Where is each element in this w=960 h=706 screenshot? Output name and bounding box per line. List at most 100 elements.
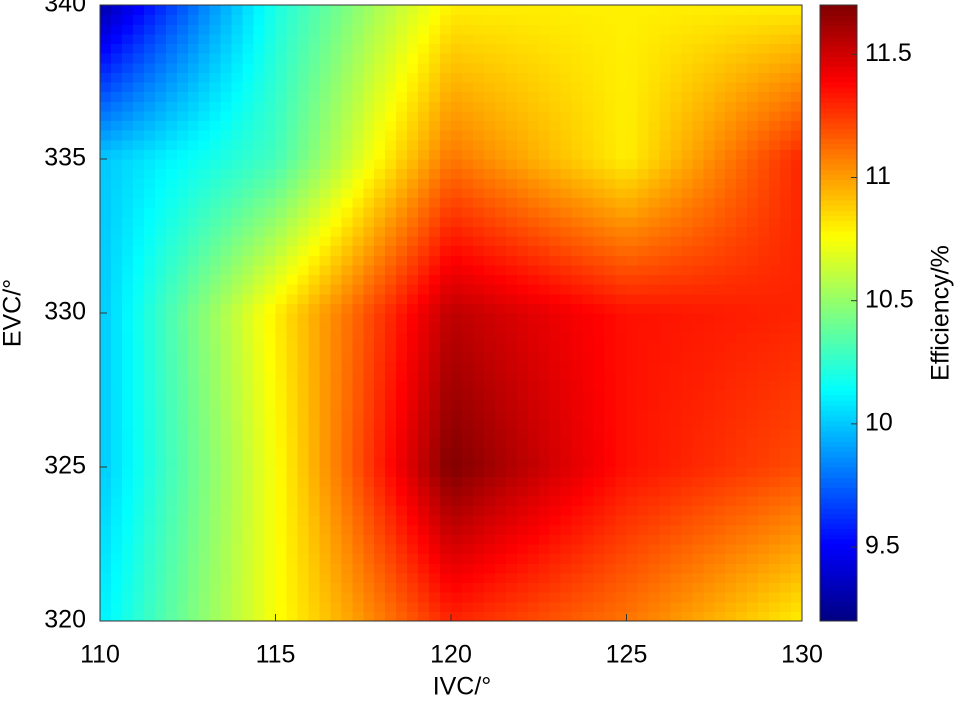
- heat-tile: [253, 62, 266, 73]
- heat-tile: [242, 14, 255, 25]
- heat-tile: [100, 611, 112, 622]
- heat-tile: [758, 82, 770, 93]
- heat-tile: [571, 515, 584, 526]
- heat-tile: [165, 418, 178, 430]
- heat-tile: [593, 495, 606, 507]
- heat-tile: [780, 313, 792, 324]
- heat-tile: [505, 467, 518, 478]
- heat-tile: [681, 313, 693, 324]
- heat-tile: [187, 592, 200, 603]
- heat-tile: [692, 601, 704, 612]
- heat-tile: [176, 601, 189, 612]
- heat-tile: [571, 216, 584, 227]
- heat-tile: [143, 495, 156, 507]
- heat-tile: [253, 226, 266, 237]
- heat-tile: [769, 226, 781, 237]
- heat-tile: [319, 187, 331, 199]
- heat-tile: [286, 438, 299, 449]
- heat-tile: [615, 544, 628, 555]
- heatmap: [100, 5, 803, 622]
- heat-tile: [648, 53, 661, 64]
- heat-tile: [253, 370, 266, 381]
- heat-tile: [319, 341, 331, 353]
- heat-tile: [451, 534, 463, 545]
- heat-tile: [505, 130, 518, 141]
- heat-tile: [198, 515, 211, 526]
- heat-tile: [319, 467, 331, 478]
- heat-tile: [176, 505, 189, 516]
- heat-tile: [582, 534, 595, 545]
- heat-tile: [582, 476, 595, 487]
- heat-tile: [747, 409, 759, 420]
- heat-tile: [429, 322, 441, 333]
- heat-tile: [648, 33, 661, 45]
- heat-tile: [319, 486, 331, 497]
- heat-tile: [297, 187, 310, 199]
- heat-tile: [725, 524, 737, 535]
- heat-tile: [352, 101, 364, 112]
- heat-tile: [396, 524, 408, 535]
- heat-tile: [714, 62, 726, 73]
- heat-tile: [483, 322, 496, 333]
- heat-tile: [132, 91, 145, 102]
- heat-tile: [659, 457, 671, 468]
- heat-tile: [461, 409, 474, 420]
- heat-tile: [110, 428, 123, 439]
- heat-tile: [429, 544, 441, 555]
- heat-tile: [648, 611, 661, 622]
- heat-tile: [461, 216, 474, 227]
- heat-tile: [769, 592, 781, 603]
- heat-tile: [275, 313, 288, 324]
- heat-tile: [582, 467, 595, 478]
- heat-tile: [143, 197, 156, 208]
- heat-tile: [253, 53, 266, 64]
- heat-tile: [220, 361, 233, 372]
- colorbar-strip: [820, 138, 857, 145]
- heat-tile: [143, 110, 156, 122]
- heat-tile: [264, 130, 277, 141]
- heat-tile: [681, 82, 693, 93]
- heat-tile: [143, 515, 156, 526]
- heat-tile: [604, 370, 617, 381]
- heat-tile: [747, 572, 759, 584]
- heat-tile: [593, 293, 606, 304]
- heat-tile: [440, 505, 452, 516]
- heat-tile: [725, 582, 737, 593]
- heat-tile: [703, 216, 715, 227]
- heat-tile: [187, 110, 200, 122]
- heat-tile: [659, 216, 671, 227]
- heat-tile: [385, 284, 397, 295]
- heat-tile: [516, 601, 529, 612]
- heat-tile: [374, 534, 386, 545]
- heat-tile: [659, 534, 671, 545]
- heat-tile: [165, 534, 178, 545]
- heat-tile: [758, 197, 770, 208]
- heat-tile: [549, 33, 562, 45]
- heat-tile: [549, 82, 562, 93]
- heat-tile: [275, 110, 288, 122]
- heat-tile: [363, 515, 375, 526]
- heat-tile: [319, 447, 331, 458]
- heat-tile: [451, 322, 463, 333]
- heat-tile: [231, 216, 244, 227]
- heat-tile: [538, 303, 551, 314]
- heat-tile: [791, 236, 803, 247]
- heat-tile: [451, 457, 463, 468]
- heat-tile: [670, 216, 682, 227]
- heat-tile: [714, 226, 726, 237]
- heat-tile: [604, 274, 617, 285]
- heat-tile: [154, 264, 167, 276]
- heat-tile: [297, 168, 310, 179]
- heat-tile: [297, 62, 310, 73]
- heat-tile: [747, 495, 759, 507]
- heat-tile: [451, 351, 463, 362]
- heat-tile: [637, 409, 650, 420]
- heat-tile: [319, 255, 331, 266]
- heat-tile: [154, 351, 167, 362]
- heat-tile: [483, 592, 496, 603]
- heat-tile: [692, 611, 704, 622]
- heat-tile: [363, 399, 375, 410]
- heat-tile: [582, 226, 595, 237]
- heat-tile: [187, 293, 200, 304]
- heat-tile: [286, 293, 299, 304]
